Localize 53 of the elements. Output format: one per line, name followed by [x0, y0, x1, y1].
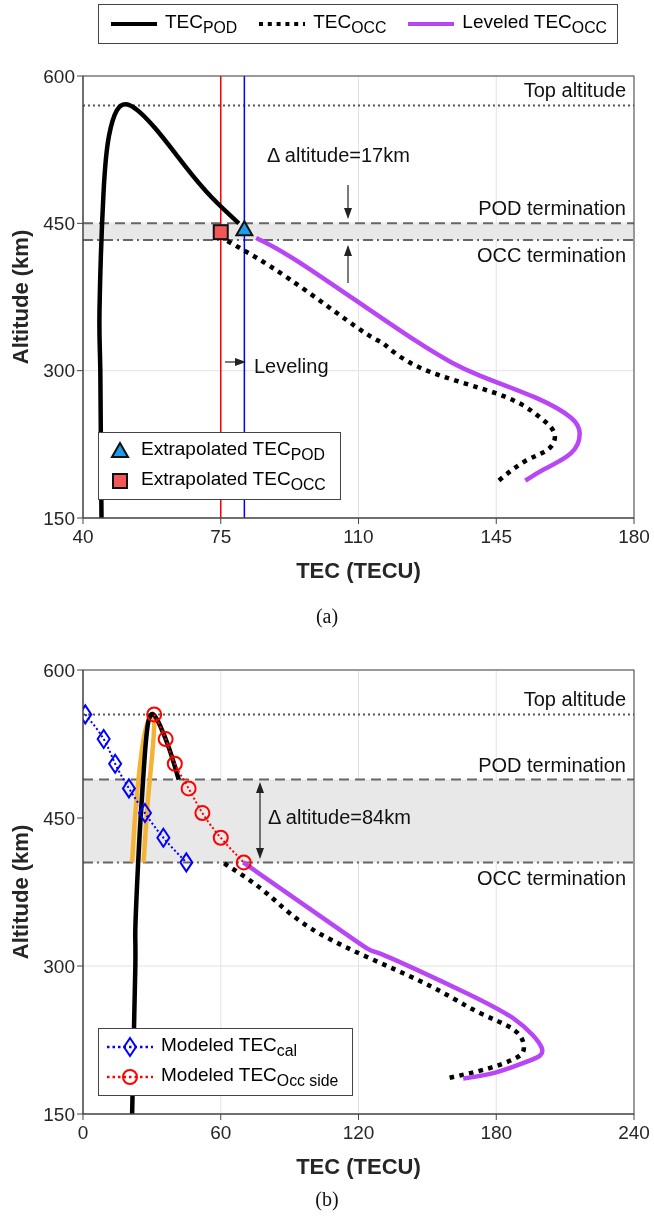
y-tick-label: 450 — [43, 807, 75, 829]
point — [166, 755, 183, 772]
y-tick-label: 600 — [43, 659, 75, 681]
ref-line-label: POD termination — [478, 753, 626, 776]
point — [180, 780, 197, 797]
x-tick-label: 240 — [618, 1122, 650, 1144]
point — [146, 706, 163, 723]
annotation: Δ altitude=17km — [267, 144, 410, 166]
ref-line-label: OCC termination — [477, 866, 626, 889]
point — [179, 852, 194, 873]
y-tick-label: 150 — [43, 507, 75, 529]
x-tick-label: 180 — [480, 1122, 513, 1144]
legend-label: Modeled TEC$_{Occ side}$ — [161, 1064, 339, 1090]
ref-line-label: Top altitude — [523, 79, 626, 102]
ref-line-label: OCC termination — [477, 244, 626, 267]
point — [96, 729, 111, 750]
x-tick-label: 145 — [480, 526, 513, 548]
x-tick-label: 75 — [210, 526, 232, 548]
point — [121, 778, 136, 799]
y-axis-title: Altitude (km) — [7, 824, 33, 960]
ref-line-label: POD termination — [478, 197, 626, 220]
legend-label: Extrapolated TEC$_{OCC}$ — [141, 468, 326, 494]
legend-label: TEC$_{OCC}$ — [313, 11, 387, 37]
point — [108, 753, 123, 774]
annotation: Leveling — [254, 355, 329, 377]
text: (a) — [314, 605, 340, 628]
point — [194, 805, 211, 822]
x-tick-label: 120 — [342, 1122, 375, 1144]
legend-label: Extrapolated TEC$_{POD}$ — [141, 438, 325, 465]
point — [157, 731, 174, 748]
y-tick-label: 450 — [43, 213, 75, 235]
text: (b) — [314, 1188, 340, 1211]
ref-line-label: Top altitude — [523, 688, 626, 711]
x-tick-label: 180 — [618, 526, 650, 548]
y-tick-label: 600 — [43, 65, 75, 87]
y-axis-title: Altitude (km) — [7, 229, 33, 365]
x-tick-label: 60 — [210, 1122, 232, 1144]
point — [156, 827, 171, 848]
legend-label: Leveled TEC$_{OCC}$ — [462, 11, 608, 37]
annotation: Δ altitude=84km — [268, 806, 411, 828]
legend-label: TEC$_{POD}$ — [164, 11, 238, 37]
y-tick-label: 300 — [43, 360, 75, 382]
y-tick-label: 150 — [43, 1103, 75, 1125]
x-tick-label: 40 — [72, 526, 94, 548]
x-axis-title: TEC (TECU) — [296, 558, 421, 583]
x-axis-title: TEC (TECU) — [296, 1154, 421, 1179]
x-tick-label: 110 — [343, 526, 374, 548]
x-tick-label: 0 — [77, 1122, 89, 1144]
point — [212, 829, 229, 846]
legend-label: Modeled TEC$_{cal}$ — [161, 1034, 298, 1061]
point — [235, 854, 252, 871]
y-tick-label: 300 — [43, 955, 75, 977]
point — [137, 803, 152, 824]
